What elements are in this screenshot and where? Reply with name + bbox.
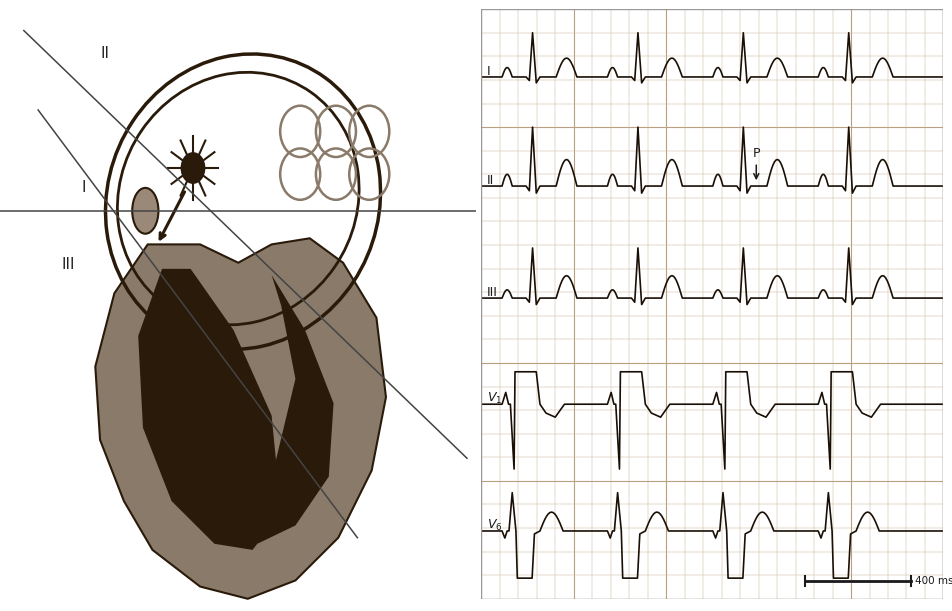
- Polygon shape: [95, 238, 386, 599]
- Circle shape: [180, 152, 206, 184]
- Text: II: II: [100, 46, 109, 61]
- Text: P: P: [752, 147, 760, 178]
- Polygon shape: [138, 269, 281, 550]
- Text: 400 msec: 400 msec: [914, 576, 952, 586]
- Text: III: III: [62, 257, 75, 272]
- Text: $V_6$: $V_6$: [486, 518, 502, 533]
- Text: I: I: [486, 65, 490, 78]
- Ellipse shape: [132, 188, 158, 234]
- Polygon shape: [257, 275, 333, 544]
- Text: I: I: [81, 180, 86, 196]
- Text: III: III: [486, 286, 497, 299]
- Text: II: II: [486, 174, 493, 186]
- Text: $V_1$: $V_1$: [486, 391, 502, 406]
